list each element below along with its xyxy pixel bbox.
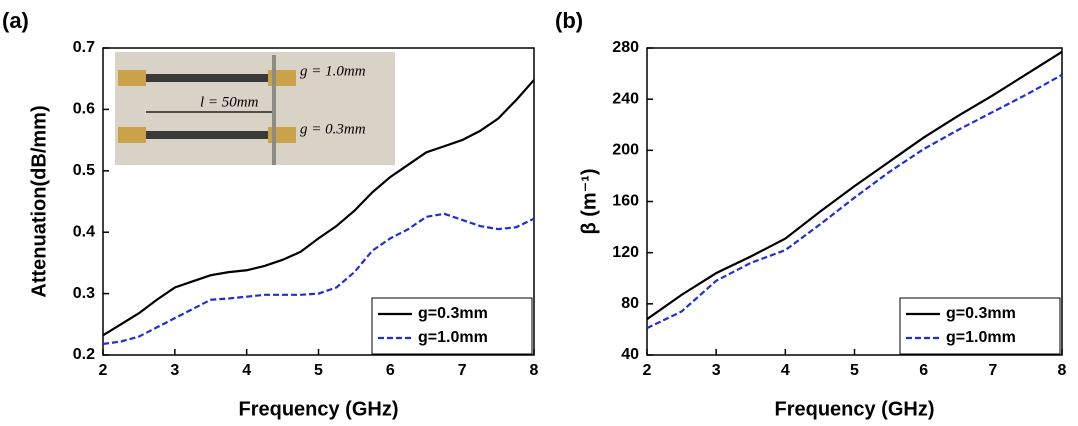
x-axis-label: Frequency (GHz)	[774, 398, 934, 420]
connector	[118, 127, 146, 143]
x-tick-label: 5	[850, 362, 859, 379]
y-tick-label: 160	[612, 193, 639, 210]
x-tick-label: 6	[386, 362, 395, 379]
line-body	[146, 74, 268, 82]
y-axis-label: β (m⁻¹)	[578, 168, 600, 234]
legend-label: g=1.0mm	[418, 329, 488, 346]
legend-box	[371, 297, 533, 355]
y-tick-label: 0.7	[73, 39, 95, 56]
y-tick-label: 0.5	[73, 162, 95, 179]
x-tick-label: 7	[988, 362, 997, 379]
x-tick-label: 3	[170, 362, 179, 379]
y-tick-label: 200	[612, 142, 639, 159]
legend-box	[899, 297, 1061, 355]
x-tick-label: 2	[643, 362, 652, 379]
legend-label: g=0.3mm	[418, 305, 488, 322]
x-tick-label: 5	[314, 362, 323, 379]
series-line	[646, 73, 1063, 330]
inset-photo	[115, 52, 395, 165]
y-tick-label: 0.3	[73, 285, 95, 302]
annotation: l = 50mm	[200, 94, 259, 110]
series-line	[102, 79, 535, 337]
photo-bg	[115, 52, 395, 165]
x-tick-label: 8	[530, 362, 539, 379]
annotation: g = 0.3mm	[300, 121, 366, 137]
series-line	[646, 50, 1063, 321]
x-tick-label: 4	[781, 362, 790, 379]
y-tick-label: 240	[612, 90, 639, 107]
x-tick-label: 8	[1058, 362, 1067, 379]
y-axis-label: Attenuation(dB/mm)	[28, 105, 50, 297]
y-tick-label: 40	[621, 346, 639, 363]
clamp	[272, 55, 276, 165]
legend-label: g=1.0mm	[946, 329, 1016, 346]
y-tick-label: 0.6	[73, 101, 95, 118]
y-tick-label: 280	[612, 39, 639, 56]
y-tick-label: 0.2	[73, 346, 95, 363]
x-tick-label: 6	[919, 362, 928, 379]
x-tick-label: 4	[242, 362, 251, 379]
line-body	[146, 131, 268, 139]
panel-label: (b)	[555, 8, 583, 33]
annotation: g = 1.0mm	[300, 63, 366, 79]
y-tick-label: 80	[621, 295, 639, 312]
connector	[118, 70, 146, 86]
y-tick-label: 120	[612, 244, 639, 261]
panel-label: (a)	[2, 8, 29, 33]
x-tick-label: 2	[99, 362, 108, 379]
y-tick-label: 0.4	[73, 223, 95, 240]
series-line	[102, 212, 535, 346]
x-tick-label: 3	[712, 362, 721, 379]
x-axis-label: Frequency (GHz)	[238, 398, 398, 420]
legend-label: g=0.3mm	[946, 305, 1016, 322]
x-tick-label: 7	[458, 362, 467, 379]
